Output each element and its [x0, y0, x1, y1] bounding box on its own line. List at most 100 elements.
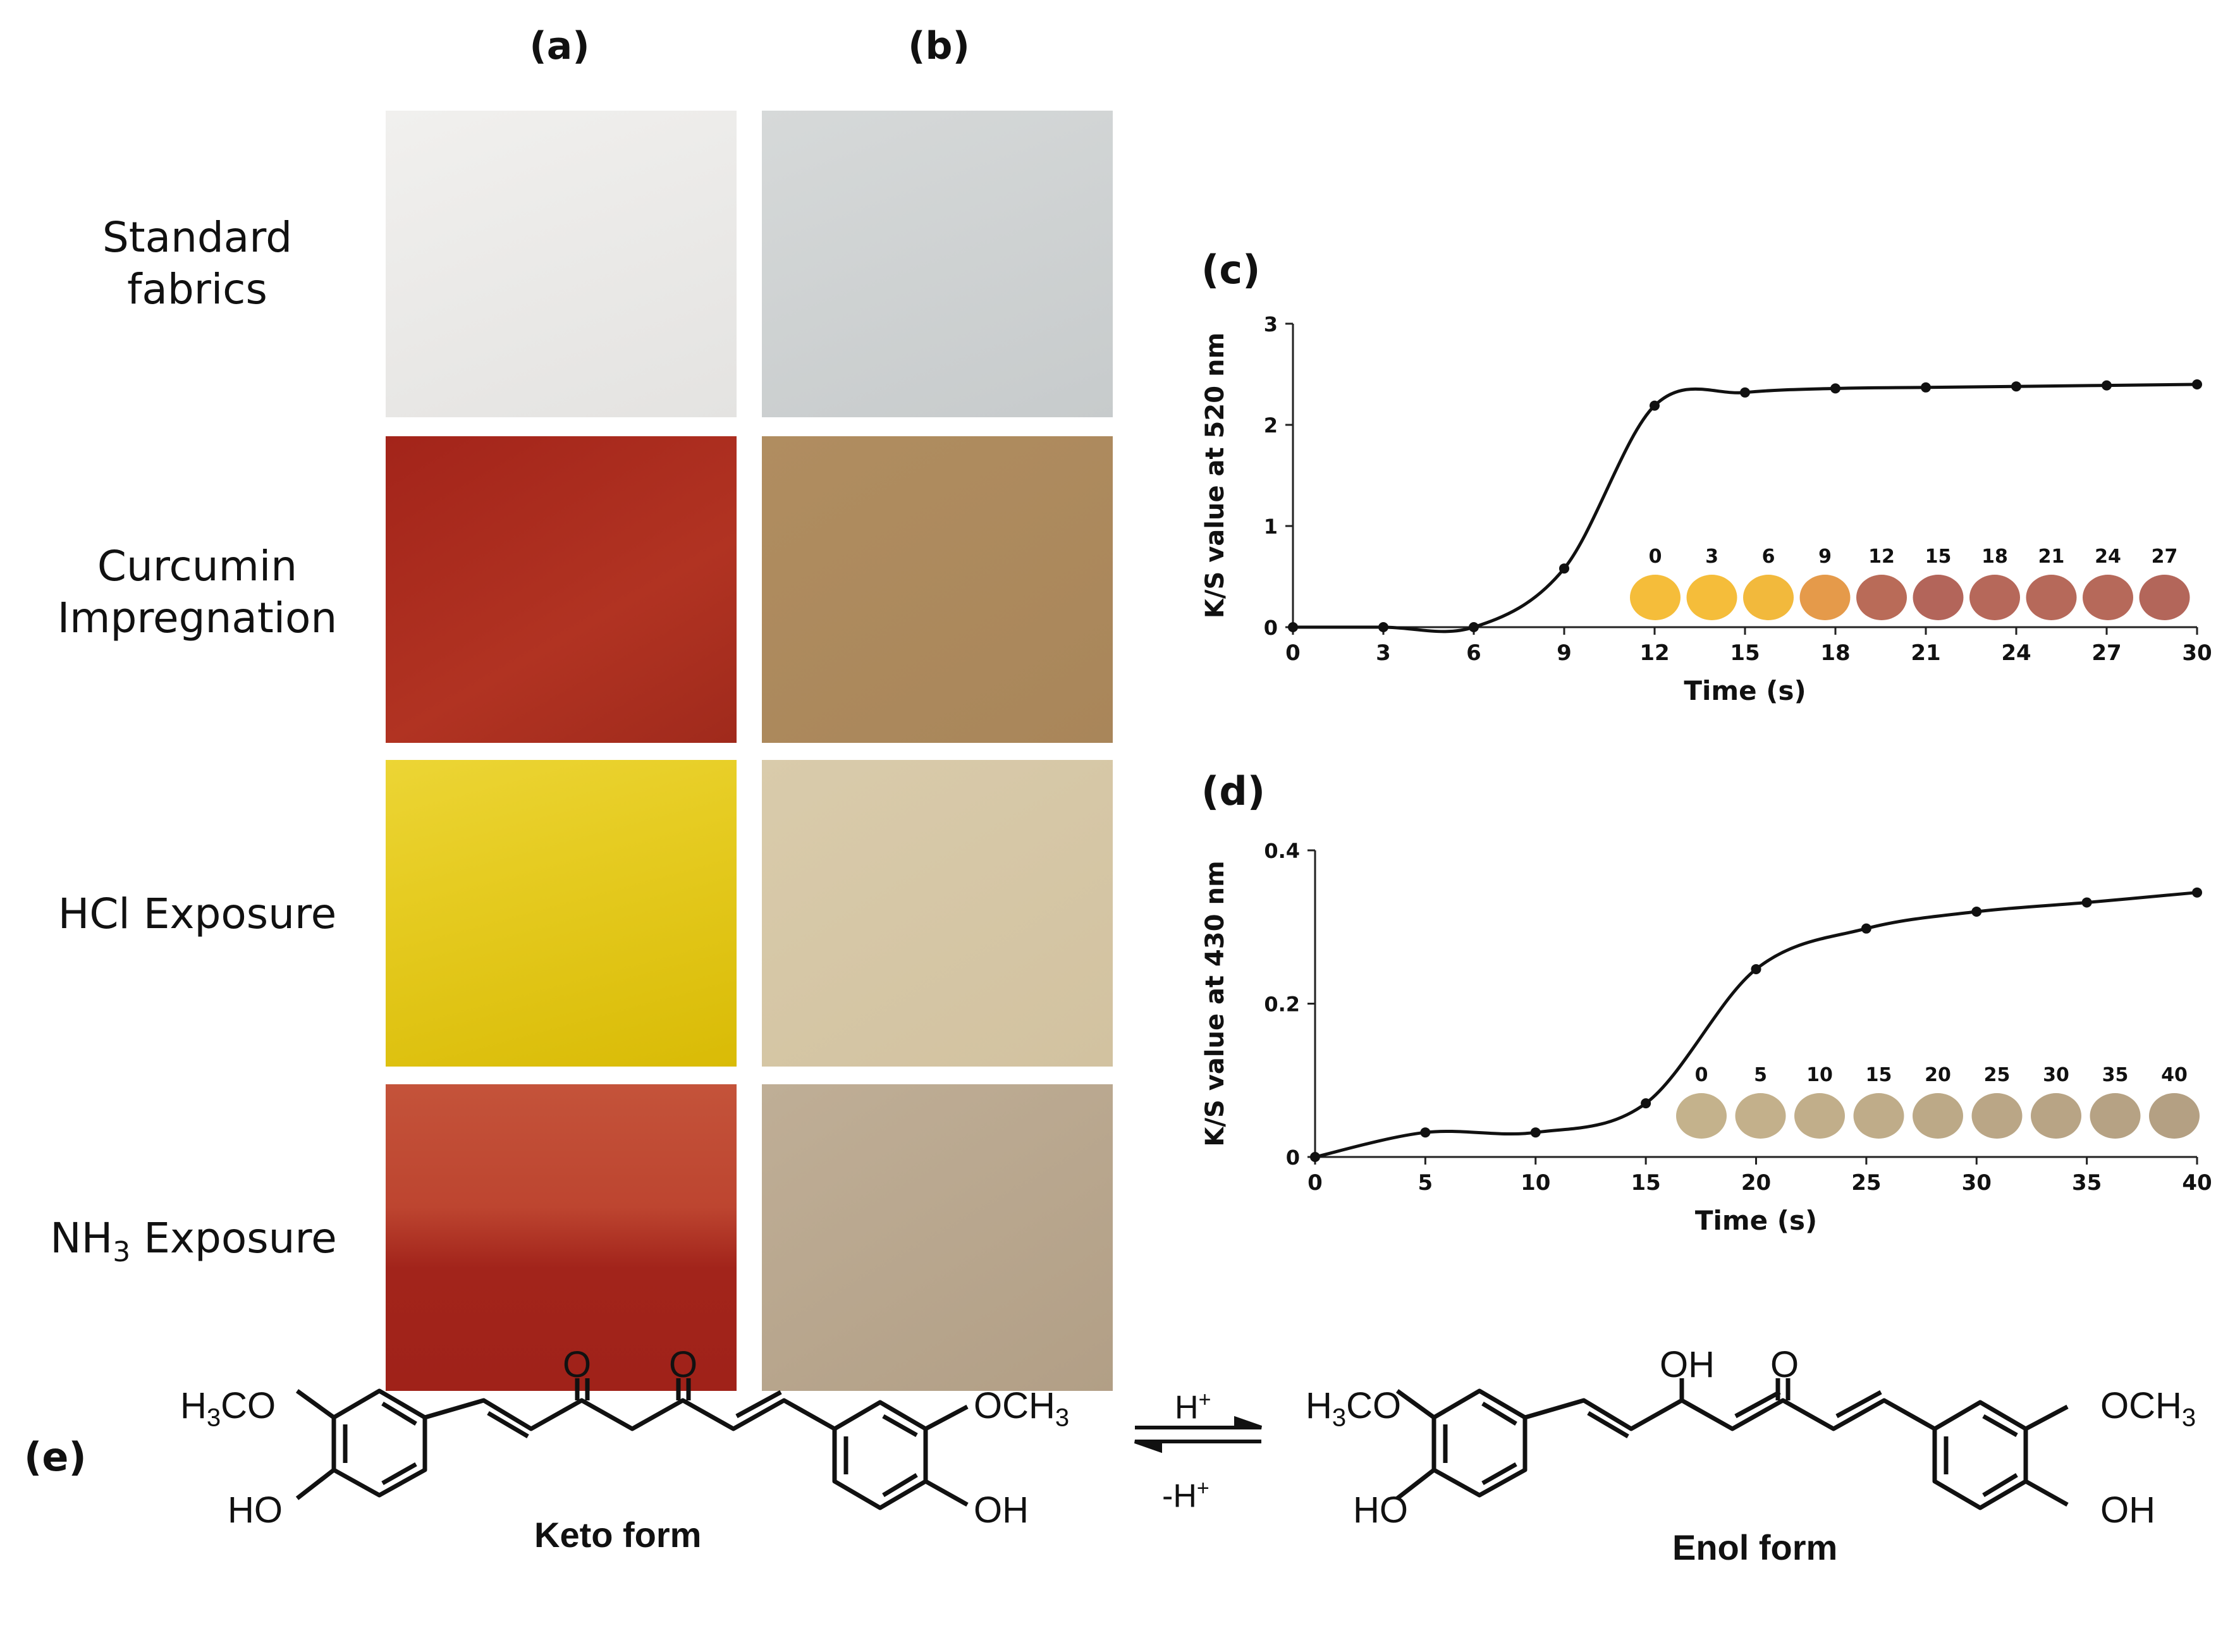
keto-och3-label: OCH3	[974, 1385, 1070, 1432]
chart-d: 0 5 10 15 20 25 30 35 40 0 0.2 0.4 Time (s) K/S value…	[1201, 839, 2212, 1236]
enol-oxygen: O	[1770, 1344, 1799, 1385]
swatch-b-curcumin	[762, 436, 1113, 743]
inset-time-label: 24	[2095, 546, 2121, 568]
y-tick-label: 2	[1264, 413, 1278, 437]
x-tick-label: 20	[1741, 1170, 1771, 1196]
data-point	[2011, 381, 2021, 392]
data-point	[2192, 887, 2202, 898]
swatch-b-standard	[762, 111, 1113, 417]
x-tick-label: 15	[1730, 640, 1760, 666]
inset-time-label: 9	[1818, 546, 1832, 568]
inset-time-label: 10	[1806, 1064, 1833, 1086]
keto-oh-label: OH	[974, 1490, 1029, 1531]
inset-color-swatch	[1913, 575, 1964, 620]
panel-label-e: (e)	[24, 1434, 87, 1480]
x-axis-label: Time (s)	[1684, 675, 1806, 706]
x-axis-label: Time (s)	[1695, 1205, 1817, 1236]
inset-color-swatch	[2149, 1093, 2200, 1139]
keto-oxygen-2: O	[669, 1344, 698, 1385]
swatch-b-nh3	[762, 1084, 1113, 1391]
arrow-label-top: H+	[1175, 1388, 1211, 1426]
data-point	[1288, 622, 1298, 632]
data-point	[1559, 563, 1569, 574]
enol-oh-label: OH	[2100, 1490, 2155, 1531]
inset-color-swatch	[2139, 575, 2190, 620]
x-tick-label: 24	[2001, 640, 2031, 666]
x-tick-label: 3	[1376, 640, 1391, 666]
inset-time-label: 6	[1762, 546, 1775, 568]
row-label-curcumin: Curcumin Impregnation	[20, 541, 374, 644]
data-point	[2081, 897, 2092, 908]
inset-color-swatch	[1630, 575, 1681, 620]
x-tick-label: 18	[1820, 640, 1850, 666]
inset-color-swatch	[1735, 1093, 1786, 1139]
data-point	[1310, 1152, 1320, 1162]
x-tick-label: 30	[2182, 640, 2212, 666]
data-point	[2192, 379, 2202, 389]
column-label-a: (a)	[529, 24, 590, 68]
inset-color-swatch	[2026, 575, 2077, 620]
y-axis-label: K/S value at 520 nm	[1201, 333, 1230, 618]
arrow-label-bottom: -H+	[1162, 1476, 1209, 1515]
x-tick-label: 0	[1285, 640, 1301, 666]
row-label-line: Impregnation	[57, 594, 338, 642]
x-tick-label: 27	[2091, 640, 2121, 666]
x-tick-label: 25	[1851, 1170, 1881, 1196]
x-tick-label: 6	[1466, 640, 1481, 666]
x-tick-label: 9	[1557, 640, 1572, 666]
x-tick-label: 21	[1911, 640, 1940, 666]
data-point	[1378, 622, 1388, 632]
inset-color-swatch	[1794, 1093, 1845, 1139]
swatch-a-nh3	[386, 1084, 737, 1391]
enol-ho-label: HO	[1353, 1490, 1408, 1531]
panel-label-c: (c)	[1201, 247, 1261, 293]
inset-color-swatch	[1799, 575, 1851, 620]
keto-form-caption: Keto form	[534, 1515, 702, 1555]
inset-time-label: 21	[2038, 546, 2065, 568]
data-point	[1971, 907, 1982, 917]
inset-color-swatch	[1853, 1093, 1904, 1139]
curcumin-tautomer-scheme	[295, 1378, 2069, 1510]
data-point	[1861, 923, 1871, 934]
panel-label-d: (d)	[1201, 768, 1266, 814]
row-label-standard: Standard fabrics	[20, 212, 374, 315]
row-label-hcl: HCl Exposure	[20, 888, 374, 940]
data-point	[1921, 382, 1931, 393]
data-point	[1420, 1127, 1431, 1138]
row-label-line: Standard	[102, 213, 293, 262]
enol-och3-label: OCH3	[2100, 1385, 2196, 1432]
x-tick-label: 15	[1631, 1170, 1660, 1196]
inset-color-swatch	[2090, 1093, 2141, 1139]
inset-time-label: 40	[2161, 1064, 2188, 1086]
swatch-a-hcl	[386, 760, 737, 1067]
y-tick-label: 0.2	[1264, 993, 1300, 1017]
y-tick-label: 1	[1264, 515, 1278, 539]
inset-time-label: 5	[1754, 1064, 1767, 1086]
y-tick-label: 0	[1264, 616, 1278, 640]
swatch-b-hcl	[762, 760, 1113, 1067]
data-point	[1530, 1127, 1541, 1138]
data-point	[1469, 622, 1479, 632]
row-label-line: fabrics	[127, 265, 267, 314]
x-tick-label: 35	[2072, 1170, 2102, 1196]
keto-left-ring	[331, 1388, 427, 1498]
data-point	[1751, 964, 1761, 974]
inset-color-swatch	[1913, 1093, 1963, 1139]
data-point	[1641, 1098, 1651, 1109]
inset-color-swatch	[1856, 575, 1907, 620]
inset-time-label: 0	[1695, 1064, 1708, 1086]
keto-oxygen-1: O	[563, 1344, 592, 1385]
y-axis-label: K/S value at 430 nm	[1201, 860, 1230, 1146]
keto-chain	[424, 1398, 836, 1431]
x-tick-label: 12	[1639, 640, 1669, 666]
inset-color-swatch	[1971, 1093, 2023, 1139]
inset-time-label: 18	[1981, 546, 2008, 568]
inset-color-swatch	[1743, 575, 1794, 620]
data-point	[2102, 380, 2112, 391]
swatch-a-standard	[386, 111, 737, 417]
enol-form-caption: Enol form	[1672, 1527, 1838, 1567]
enol-chain	[1524, 1398, 1936, 1431]
swatch-a-curcumin	[386, 436, 737, 743]
x-tick-label: 40	[2182, 1170, 2212, 1196]
